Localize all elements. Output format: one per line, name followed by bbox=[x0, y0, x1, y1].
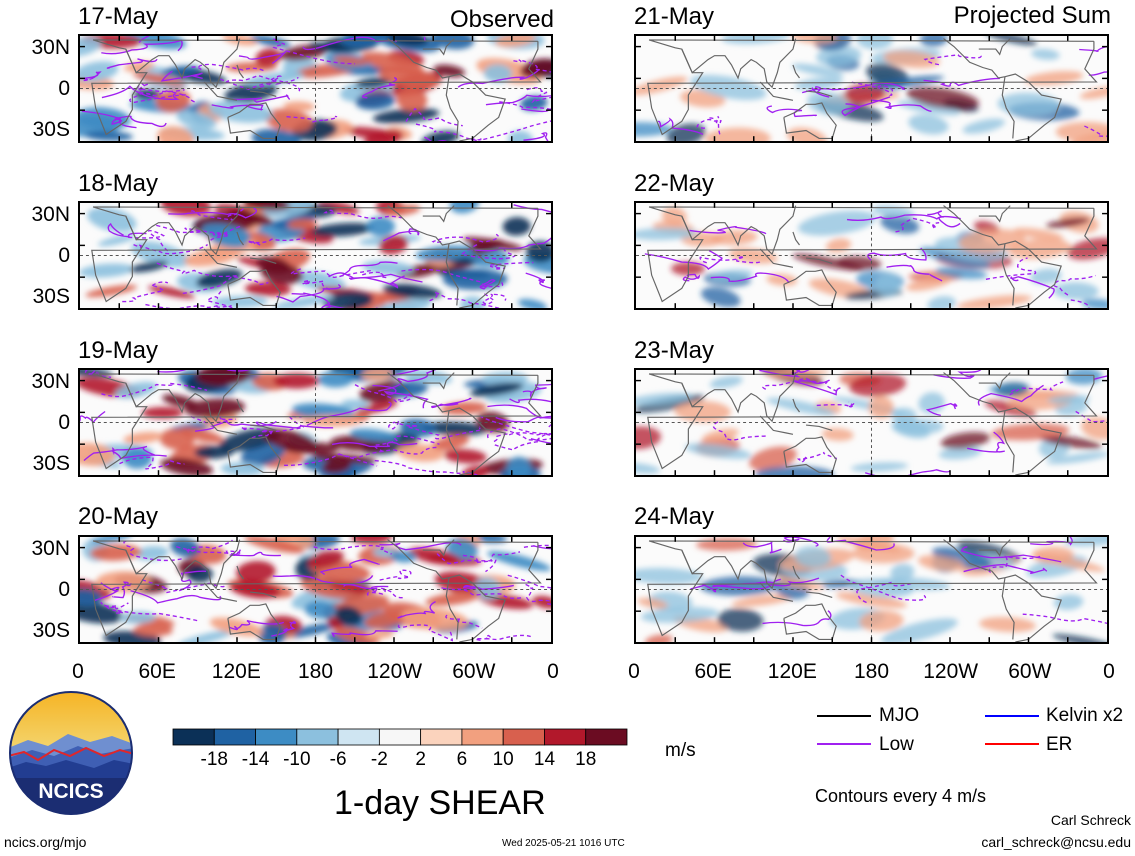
ncics-logo-icon: NCICS bbox=[8, 690, 134, 816]
latitude-label: 30S bbox=[32, 118, 70, 141]
map-panel-projected bbox=[634, 34, 1109, 143]
shear-field-map bbox=[636, 370, 1107, 475]
logo-text: NCICS bbox=[38, 780, 103, 803]
legend-swatches bbox=[817, 715, 1039, 745]
colorbar-unit: m/s bbox=[665, 740, 696, 761]
longitude-label: 120E bbox=[211, 660, 261, 683]
map-panel-observed bbox=[78, 34, 553, 143]
colorbar-tick-label: -6 bbox=[329, 749, 347, 770]
colorbar-bin bbox=[461, 728, 504, 746]
latitude-label: 0 bbox=[58, 244, 70, 267]
longitude-label: 120W bbox=[923, 660, 979, 683]
panel-date-label: 22-May bbox=[634, 170, 715, 197]
latitude-label: 0 bbox=[58, 411, 70, 434]
longitude-label: 0 bbox=[547, 660, 559, 683]
colorbar-bin bbox=[172, 728, 215, 746]
panel-date-label: 24-May bbox=[634, 503, 715, 530]
shear-field-map bbox=[80, 370, 551, 475]
colorbar-tick-label: 14 bbox=[533, 749, 556, 770]
legend-kelvin: Kelvin x2 bbox=[1046, 705, 1124, 726]
map-panel-projected bbox=[634, 368, 1109, 477]
longitude-label: 60E bbox=[138, 660, 176, 683]
legend-low: Low bbox=[879, 734, 914, 755]
longitude-label: 60W bbox=[452, 660, 496, 683]
longitude-label: 120E bbox=[767, 660, 817, 683]
latitude-label: 0 bbox=[58, 77, 70, 100]
longitude-label: 120W bbox=[367, 660, 423, 683]
shear-field-map bbox=[80, 36, 551, 141]
latitude-label: 30S bbox=[32, 452, 70, 475]
projected-sum-title: Projected Sum bbox=[953, 2, 1111, 29]
map-panel-projected bbox=[634, 201, 1109, 310]
longitude-label: 60W bbox=[1008, 660, 1052, 683]
footer-timestamp: Wed 2025-05-21 1016 UTC bbox=[502, 838, 625, 849]
latitude-label: 0 bbox=[58, 578, 70, 601]
latitude-label: 30S bbox=[32, 285, 70, 308]
panel-date-label: 18-May bbox=[78, 170, 159, 197]
colorbar-tick-label: -10 bbox=[283, 749, 311, 770]
colorbar-bin bbox=[585, 728, 628, 746]
contour-interval-note: Contours every 4 m/s bbox=[815, 786, 987, 806]
colorbar-bin bbox=[213, 728, 256, 746]
latitude-label: 30N bbox=[31, 370, 70, 393]
colorbar-tick-label: -2 bbox=[370, 749, 388, 770]
shear-field-map bbox=[636, 203, 1107, 308]
colorbar-tick-label: 18 bbox=[575, 749, 597, 770]
colorbar-tick-label: 6 bbox=[456, 749, 468, 770]
panel-date-label: 21-May bbox=[634, 3, 715, 30]
colorbar-bin bbox=[296, 728, 339, 746]
shear-field-map bbox=[636, 36, 1107, 141]
panel-date-label: 19-May bbox=[78, 337, 159, 364]
map-panel-observed bbox=[78, 201, 553, 310]
longitude-label: 0 bbox=[72, 660, 84, 683]
colorbar-tick-label: 10 bbox=[492, 749, 514, 770]
observed-title: Observed bbox=[449, 6, 554, 33]
colorbar-bin bbox=[420, 728, 463, 746]
map-panel-projected bbox=[634, 535, 1109, 644]
map-panel-observed bbox=[78, 368, 553, 477]
footer-url: ncics.org/mjo bbox=[4, 834, 87, 850]
latitude-label: 30N bbox=[31, 203, 70, 226]
field-title: 1-day SHEAR bbox=[334, 784, 546, 822]
longitude-label: 180 bbox=[853, 660, 890, 683]
latitude-label: 30N bbox=[31, 537, 70, 560]
panel-date-label: 23-May bbox=[634, 337, 715, 364]
colorbar-bin bbox=[255, 728, 298, 746]
legend-mjo: MJO bbox=[879, 705, 920, 726]
colorbar-bin bbox=[378, 728, 422, 746]
shear-field-map bbox=[80, 537, 551, 642]
longitude-label: 0 bbox=[628, 660, 640, 683]
longitude-label: 60E bbox=[694, 660, 732, 683]
latitude-label: 30S bbox=[32, 619, 70, 642]
longitude-label: 0 bbox=[1103, 660, 1115, 683]
panel-date-label: 20-May bbox=[78, 503, 159, 530]
legend-er: ER bbox=[1046, 734, 1073, 755]
footer-author: Carl Schreck bbox=[1050, 812, 1131, 828]
colorbar bbox=[172, 728, 628, 746]
colorbar-tick-label: 2 bbox=[415, 749, 426, 770]
colorbar-bin bbox=[544, 728, 587, 746]
footer-email: carl_schreck@ncsu.edu bbox=[981, 834, 1131, 850]
latitude-label: 30N bbox=[31, 36, 70, 59]
longitude-label: 180 bbox=[297, 660, 334, 683]
shear-field-map bbox=[80, 203, 551, 308]
map-panel-observed bbox=[78, 535, 553, 644]
colorbar-bin bbox=[502, 728, 545, 746]
colorbar-tick-label: -14 bbox=[241, 749, 270, 770]
colorbar-tick-label: -18 bbox=[200, 749, 228, 770]
shear-field-map bbox=[636, 537, 1107, 642]
panel-date-label: 17-May bbox=[78, 3, 159, 30]
colorbar-bin bbox=[337, 728, 380, 746]
